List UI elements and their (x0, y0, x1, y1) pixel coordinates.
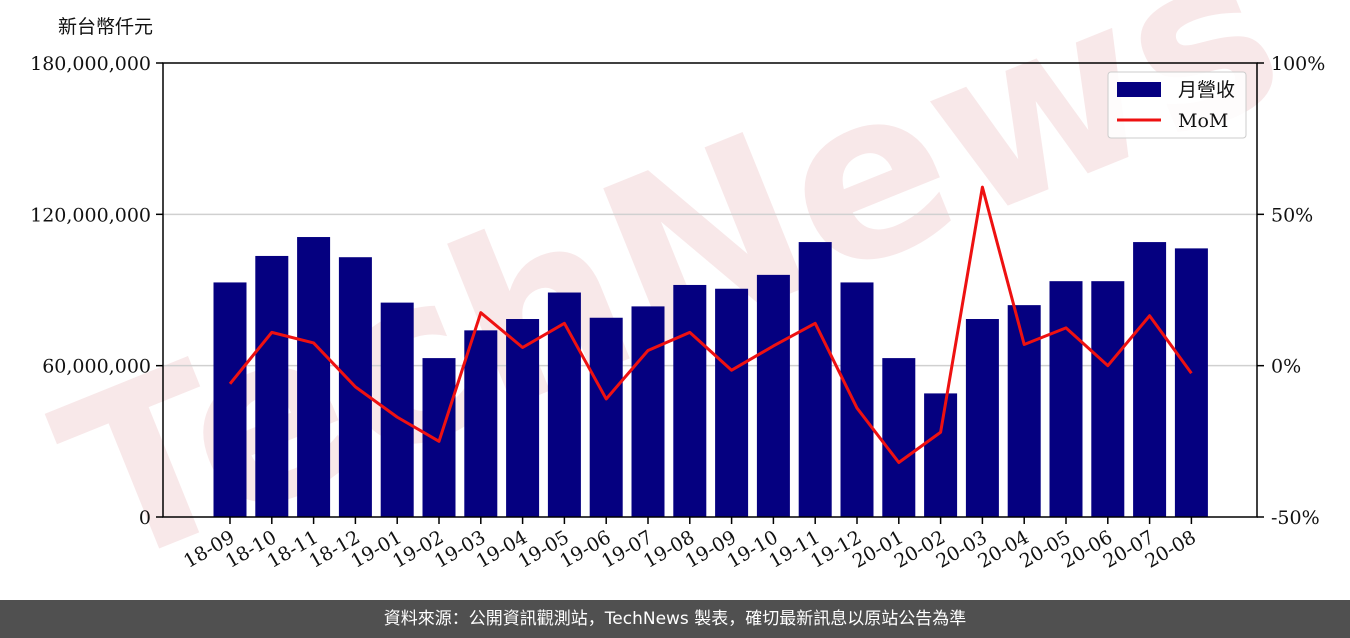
right-tick-label: 0% (1271, 356, 1301, 378)
bar-20-04 (1007, 305, 1041, 517)
bar-19-08 (673, 284, 707, 517)
plot-frame (162, 62, 1258, 518)
bar-19-11 (798, 242, 832, 518)
legend-swatch-bar (1117, 82, 1161, 97)
line-series (228, 185, 1193, 465)
chart: TechNews 新台幣仟元 060,000,000120,000,000180… (27, 0, 1325, 600)
left-axis-unit-label: 新台幣仟元 (58, 16, 153, 38)
bar-20-07 (1133, 242, 1167, 518)
bar-20-06 (1091, 281, 1125, 517)
bar-18-11 (297, 237, 331, 518)
right-tick-label: -50% (1271, 507, 1320, 529)
legend: 月營收 MoM (1107, 71, 1247, 139)
left-tick-label: 60,000,000 (42, 356, 151, 378)
bar-19-10 (756, 274, 790, 517)
footer-source-note: 資料來源：公開資訊觀測站，TechNews 製表，確切最新訊息以原站公告為準 (0, 600, 1350, 638)
bar-19-07 (631, 306, 665, 517)
bar-series (213, 237, 1208, 518)
legend-label-mom: MoM (1178, 110, 1228, 132)
bar-19-09 (715, 288, 749, 517)
bar-19-06 (589, 317, 623, 517)
bar-19-12 (840, 282, 874, 517)
left-tick-label: 180,000,000 (30, 53, 151, 75)
bar-20-03 (965, 319, 999, 517)
bar-18-10 (255, 255, 289, 517)
left-tick-label: 120,000,000 (30, 204, 151, 226)
legend-label-revenue: 月營收 (1178, 79, 1235, 101)
bar-20-01 (882, 358, 916, 517)
right-axis: -50% 0% 50% 100% (1257, 53, 1325, 529)
right-tick-label: 100% (1271, 53, 1325, 75)
bar-19-04 (506, 319, 540, 517)
left-tick-label: 0 (139, 507, 151, 529)
bar-20-05 (1049, 281, 1083, 517)
bar-18-09 (213, 282, 247, 517)
bar-20-08 (1174, 248, 1208, 517)
mom-line (228, 185, 1193, 465)
right-tick-label: 50% (1271, 204, 1313, 226)
bar-20-02 (924, 393, 958, 517)
bar-19-03 (464, 330, 498, 517)
left-axis: 0 60,000,000 120,000,000 180,000,000 (30, 53, 163, 529)
